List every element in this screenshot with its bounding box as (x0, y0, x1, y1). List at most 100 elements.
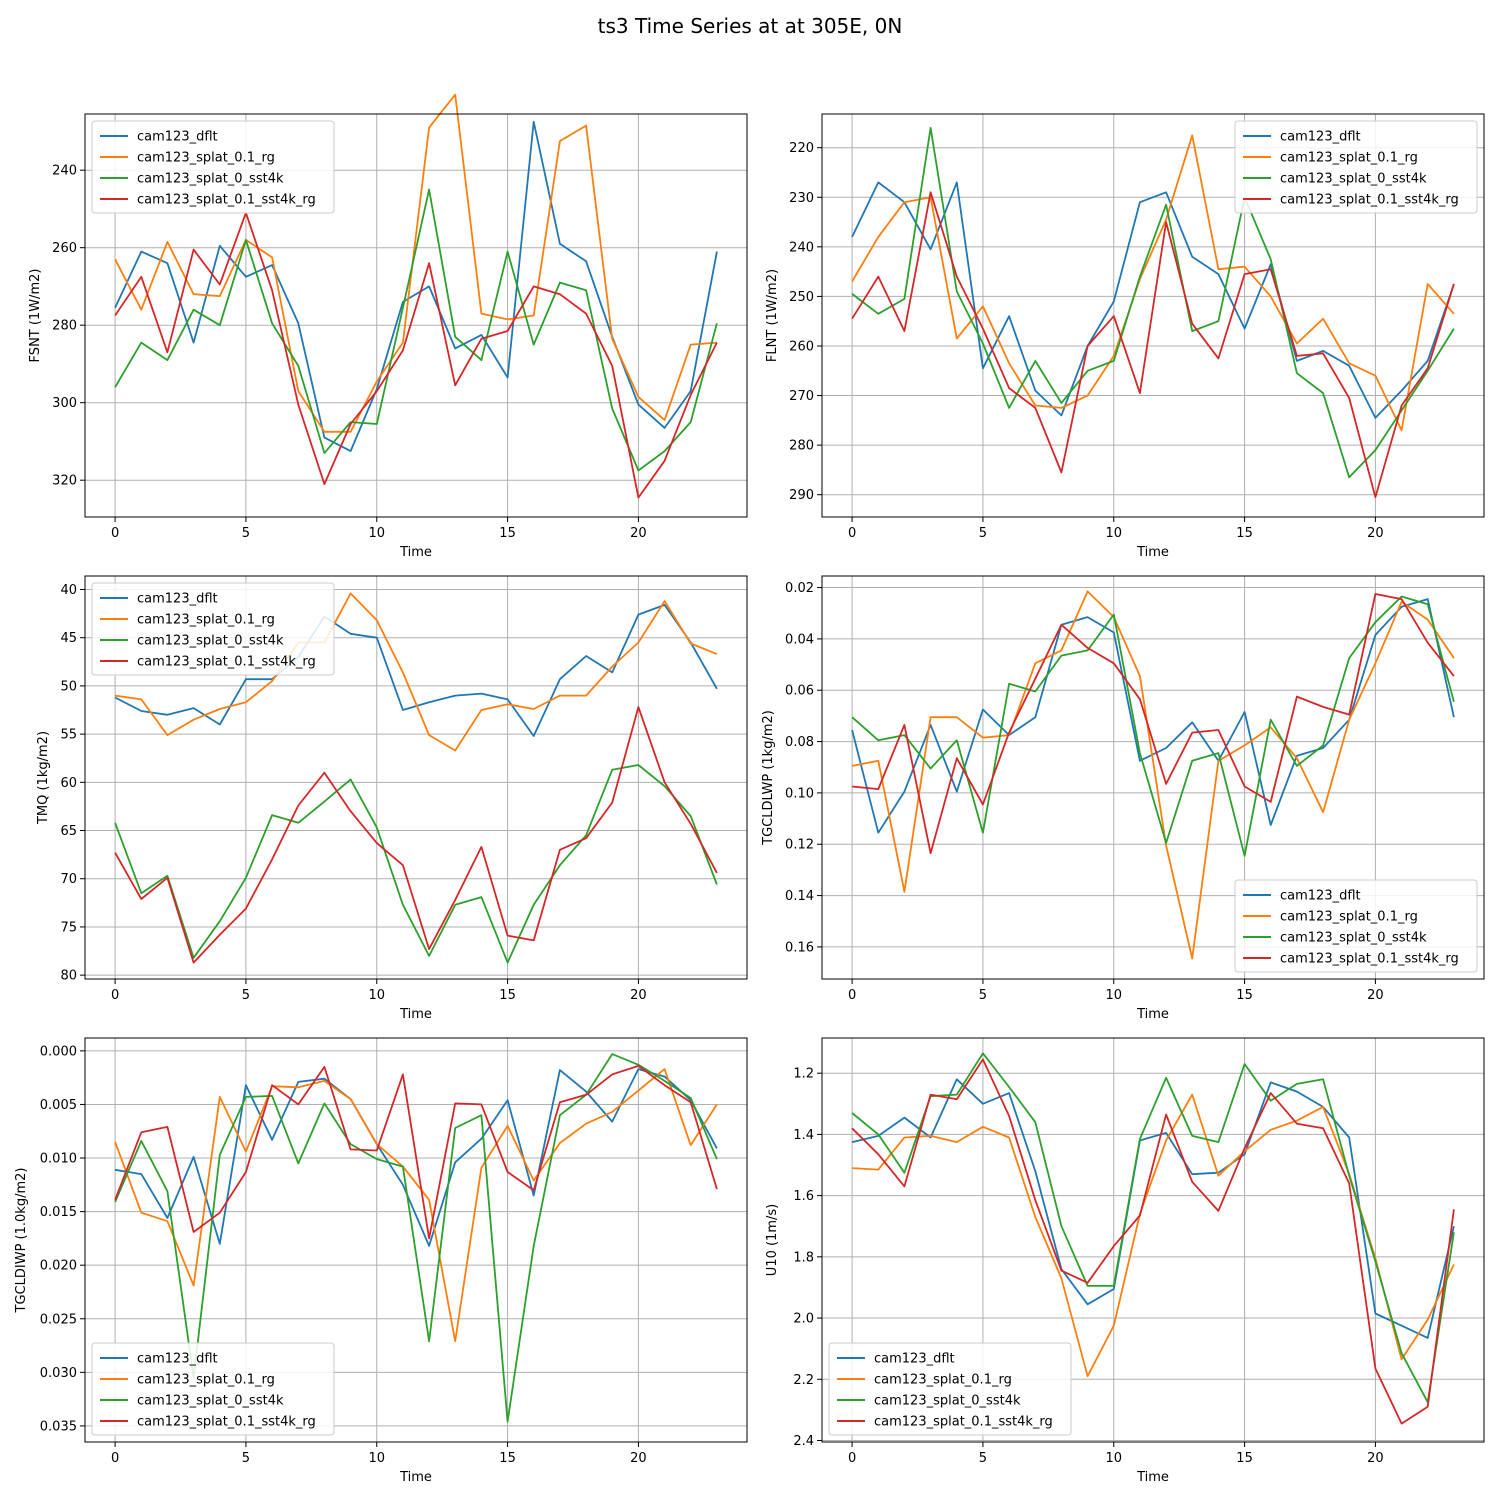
x-tick-label: 0 (111, 988, 119, 1003)
x-tick-label: 5 (979, 988, 987, 1003)
y-tick-label: 0.16 (785, 940, 814, 955)
legend-entry: cam123_splat_0_sst4k (137, 172, 284, 187)
y-tick-label: 0.02 (785, 581, 814, 596)
legend-entry: cam123_dflt (1280, 130, 1361, 145)
y-tick-label: 0.015 (40, 1205, 77, 1220)
series-line-cam123_dflt (114, 1068, 718, 1247)
series-line-cam123_splat_0.1_rg (114, 592, 718, 752)
subplot-6: 0 5 10 15 20 1.2 1.4 1.6 1.8 2.0 2.2 2.4 Time U10 (1m… (765, 1037, 1485, 1485)
y-tick-label: 0.005 (40, 1098, 77, 1113)
legend-entry: cam123_splat_0.1_sst4k_rg (874, 1415, 1053, 1430)
series-line-cam123_splat_0.1_rg (851, 590, 1455, 960)
x-tick-label: 20 (1367, 526, 1384, 541)
legend-entry: cam123_dflt (137, 592, 218, 607)
y-tick-label: 260 (789, 339, 814, 354)
x-tick-label: 10 (368, 526, 385, 541)
legend-entry: cam123_splat_0.1_rg (1280, 151, 1418, 166)
x-tick-label: 15 (499, 1451, 516, 1466)
subplot-5: 0 5 10 15 20 0.000 0.005 0.010 0.015 0.020 0.025 0.… (14, 1037, 748, 1485)
y-axis-label: TMQ (1kg/m2) (36, 731, 51, 825)
y-tick-label: 280 (52, 319, 77, 334)
legend-entry: cam123_splat_0.1_sst4k_rg (1280, 193, 1459, 208)
legend-entry: cam123_dflt (874, 1352, 955, 1367)
series-line-cam123_dflt (851, 181, 1455, 419)
y-tick-label: 1.4 (793, 1128, 814, 1143)
x-axis-label: Time (1136, 1470, 1169, 1485)
y-tick-label: 300 (52, 396, 77, 411)
legend: cam123_dflt cam123_splat_0.1_rg cam123_spl… (828, 1342, 1072, 1436)
x-tick-label: 10 (1105, 988, 1122, 1003)
y-tick-label: 270 (789, 389, 814, 404)
y-tick-label: 250 (789, 290, 814, 305)
legend-entry: cam123_dflt (1280, 889, 1361, 904)
series-line-cam123_splat_0_sst4k (114, 188, 718, 472)
y-tick-label: 320 (52, 474, 77, 489)
legend-entry: cam123_splat_0.1_sst4k_rg (137, 193, 316, 208)
y-axis-label: TGCLDLWP (1kg/m2) (761, 710, 776, 846)
x-tick-label: 0 (848, 1451, 856, 1466)
series-line-cam123_dflt (851, 1078, 1455, 1339)
series-line-cam123_splat_0_sst4k (114, 764, 718, 964)
subplot-1: 0 5 10 15 20 240 260 280 300 320 Time FSNT (1W/m2) c… (28, 93, 748, 560)
y-tick-label: 70 (60, 872, 77, 887)
x-tick-label: 10 (368, 988, 385, 1003)
y-tick-label: 240 (789, 240, 814, 255)
legend-entry: cam123_splat_0.1_rg (874, 1373, 1012, 1388)
subplot-2: 0 5 10 15 20 220 230 240 250 260 270 280 290 Time FLNT… (765, 113, 1485, 560)
legend: cam123_dflt cam123_splat_0.1_rg cam123_spl… (91, 1342, 335, 1436)
series-line-cam123_splat_0.1_sst4k_rg (851, 1058, 1455, 1425)
x-tick-label: 5 (979, 526, 987, 541)
subplot-3: 0 5 10 15 20 40 45 50 55 60 65 70 75 80 Time TMQ (1kg/m… (36, 575, 748, 1022)
y-tick-label: 230 (789, 191, 814, 206)
legend-entry: cam123_splat_0.1_sst4k_rg (137, 1415, 316, 1430)
series-line-cam123_splat_0_sst4k (851, 595, 1455, 857)
x-tick-label: 15 (1236, 1451, 1253, 1466)
legend: cam123_dflt cam123_splat_0.1_rg cam123_spl… (91, 582, 335, 676)
axes-frame (84, 575, 748, 980)
y-tick-label: 1.6 (793, 1189, 814, 1204)
y-tick-label: 0.14 (785, 889, 814, 904)
legend-box (91, 1342, 335, 1436)
y-tick-label: 0.025 (40, 1312, 77, 1327)
series-line-cam123_splat_0.1_rg (851, 134, 1455, 432)
y-tick-label: 290 (789, 488, 814, 503)
legend-entry: cam123_splat_0.1_rg (137, 613, 275, 628)
y-tick-label: 280 (789, 439, 814, 454)
legend-box (828, 1342, 1072, 1436)
y-tick-label: 0.000 (40, 1044, 77, 1059)
x-tick-label: 20 (1367, 1451, 1384, 1466)
legend-entry: cam123_splat_0.1_sst4k_rg (137, 655, 316, 670)
legend-box (91, 120, 335, 214)
legend-entry: cam123_splat_0_sst4k (137, 1394, 284, 1409)
y-axis-label: FLNT (1W/m2) (765, 269, 780, 362)
y-tick-label: 80 (60, 969, 77, 984)
series-line-cam123_splat_0.1_sst4k_rg (114, 706, 718, 964)
series-line-cam123_splat_0_sst4k (114, 1053, 718, 1423)
x-tick-label: 20 (630, 526, 647, 541)
y-tick-label: 2.2 (793, 1373, 814, 1388)
subplot-4: 0 5 10 15 20 0.02 0.04 0.06 0.08 0.10 0.12 0.14 0.16… (761, 575, 1485, 1022)
series-line-cam123_splat_0.1_rg (114, 1068, 718, 1343)
x-axis-label: Time (1136, 1007, 1169, 1022)
y-tick-label: 55 (60, 728, 77, 743)
y-axis-label: TGCLDIWP (1.0kg/m2) (14, 1168, 29, 1314)
y-tick-label: 220 (789, 141, 814, 156)
y-tick-label: 0.035 (40, 1419, 77, 1434)
legend-box (1234, 120, 1478, 214)
y-tick-label: 0.04 (785, 632, 814, 647)
axes-frame (821, 113, 1485, 518)
y-tick-label: 260 (52, 241, 77, 256)
x-tick-label: 15 (499, 526, 516, 541)
x-tick-label: 15 (1236, 988, 1253, 1003)
axes-frame (821, 1037, 1485, 1443)
x-tick-label: 20 (630, 988, 647, 1003)
y-tick-label: 45 (60, 631, 77, 646)
y-tick-label: 50 (60, 679, 77, 694)
x-tick-label: 5 (242, 988, 250, 1003)
x-tick-label: 5 (242, 526, 250, 541)
series-line-cam123_splat_0_sst4k (851, 1052, 1455, 1404)
legend-entry: cam123_splat_0_sst4k (1280, 172, 1427, 187)
legend-entry: cam123_dflt (137, 130, 218, 145)
x-axis-label: Time (399, 545, 432, 560)
